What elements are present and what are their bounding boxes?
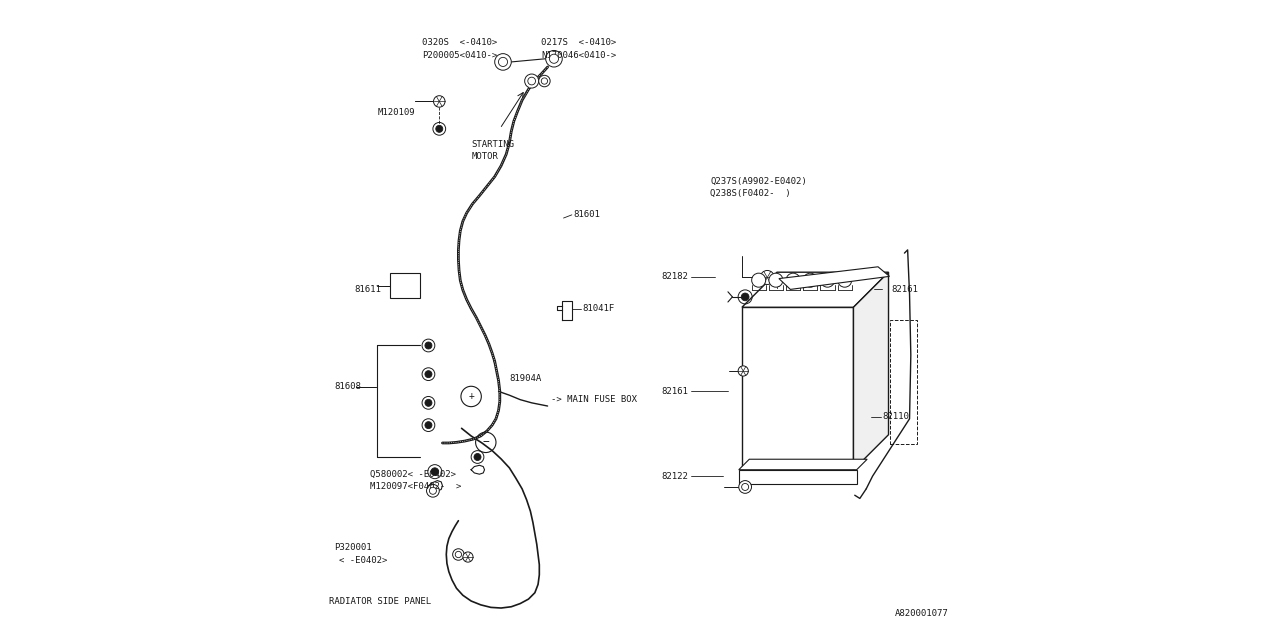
Text: MOTOR: MOTOR <box>471 152 498 161</box>
Text: < -E0402>: < -E0402> <box>339 556 388 564</box>
Text: 81904A: 81904A <box>509 374 541 383</box>
Circle shape <box>453 548 465 560</box>
Text: M120097<F0402-  >: M120097<F0402- > <box>370 483 462 492</box>
Circle shape <box>463 552 474 562</box>
Circle shape <box>741 483 749 490</box>
Text: Q580002< -E0402>: Q580002< -E0402> <box>370 470 457 479</box>
Circle shape <box>549 54 558 63</box>
Circle shape <box>456 551 462 557</box>
Text: Q238S(F0402-  ): Q238S(F0402- ) <box>710 189 791 198</box>
Text: M120109: M120109 <box>378 108 415 117</box>
Circle shape <box>434 96 445 107</box>
Circle shape <box>425 399 431 406</box>
Circle shape <box>425 371 431 378</box>
Circle shape <box>769 273 783 287</box>
Polygon shape <box>780 267 890 289</box>
Text: RADIATOR SIDE PANEL: RADIATOR SIDE PANEL <box>329 597 431 606</box>
Text: N170046<0410->: N170046<0410-> <box>541 51 617 60</box>
Circle shape <box>431 468 439 476</box>
Circle shape <box>786 273 800 287</box>
Circle shape <box>820 273 835 287</box>
Text: Q237S(A9902-E0402): Q237S(A9902-E0402) <box>710 177 806 186</box>
Circle shape <box>429 487 436 494</box>
Text: 82122: 82122 <box>662 472 689 481</box>
Text: +: + <box>468 392 474 401</box>
Text: 0217S  <-0410>: 0217S <-0410> <box>541 38 617 47</box>
Circle shape <box>435 125 443 132</box>
Text: −: − <box>483 437 489 447</box>
Text: P200005<0410->: P200005<0410-> <box>422 51 498 60</box>
Bar <box>739 470 856 484</box>
Circle shape <box>525 74 539 88</box>
Circle shape <box>527 77 535 85</box>
Text: STARTING: STARTING <box>471 140 515 149</box>
Text: 82182: 82182 <box>662 272 689 281</box>
Circle shape <box>426 484 439 497</box>
Circle shape <box>474 454 481 461</box>
Polygon shape <box>742 272 888 307</box>
Text: 82161: 82161 <box>662 387 689 396</box>
Bar <box>890 320 916 444</box>
Circle shape <box>837 273 851 287</box>
Text: 81611: 81611 <box>355 285 381 294</box>
Circle shape <box>539 76 550 87</box>
Bar <box>389 273 420 298</box>
Text: 82161: 82161 <box>892 285 919 294</box>
Circle shape <box>739 481 751 493</box>
Circle shape <box>739 366 749 376</box>
Text: A820001077: A820001077 <box>895 609 948 618</box>
Text: ×: × <box>792 282 797 291</box>
Text: 81608: 81608 <box>334 383 361 392</box>
Circle shape <box>498 58 508 67</box>
Circle shape <box>494 54 511 70</box>
Circle shape <box>751 273 765 287</box>
Text: 81601: 81601 <box>573 211 600 220</box>
Bar <box>742 307 854 470</box>
Circle shape <box>741 293 749 301</box>
Circle shape <box>760 271 774 284</box>
Text: P320001: P320001 <box>334 543 371 552</box>
Circle shape <box>804 273 818 287</box>
Polygon shape <box>739 460 867 470</box>
Text: +: + <box>774 282 780 291</box>
Text: 0320S  <-0410>: 0320S <-0410> <box>422 38 498 47</box>
Circle shape <box>545 51 562 67</box>
Polygon shape <box>854 272 888 470</box>
Circle shape <box>425 342 431 349</box>
Text: -> MAIN FUSE BOX: -> MAIN FUSE BOX <box>550 395 636 404</box>
Text: 81041F: 81041F <box>582 304 614 313</box>
Circle shape <box>541 78 548 84</box>
Text: 82110: 82110 <box>882 412 909 421</box>
Circle shape <box>425 422 431 429</box>
